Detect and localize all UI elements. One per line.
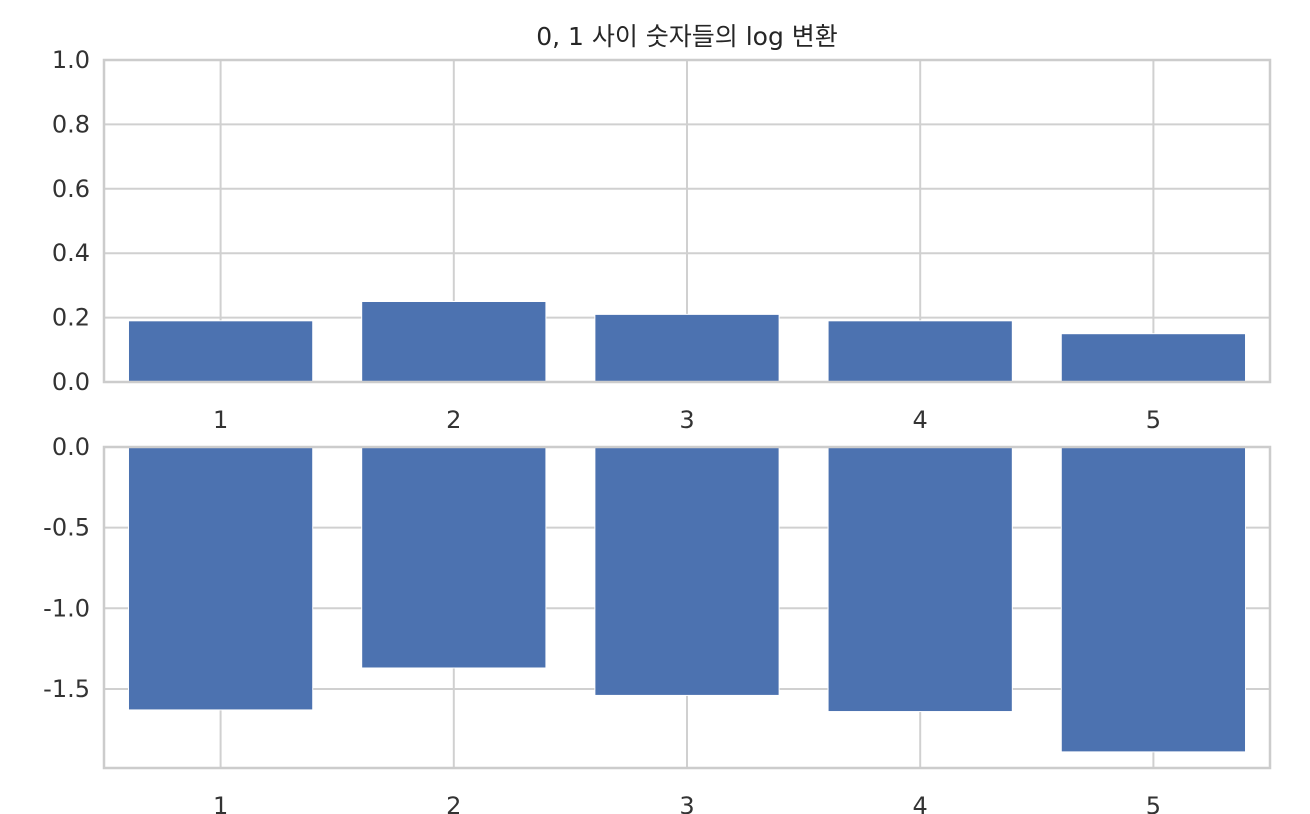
y-tick-label: 0.0 <box>52 433 90 461</box>
y-tick-label: -1.0 <box>43 594 90 622</box>
y-tick-label: 0.0 <box>52 368 90 396</box>
y-tick-label: 0.6 <box>52 175 90 203</box>
bar-3 <box>594 446 780 696</box>
bar-4 <box>827 446 1013 713</box>
y-tick-label: -0.5 <box>43 514 90 542</box>
x-tick-label: 4 <box>913 792 928 814</box>
x-tick-label: 5 <box>1146 406 1161 434</box>
bar-2 <box>361 301 547 383</box>
y-tick-label: 0.2 <box>52 304 90 332</box>
bar-5 <box>1060 446 1247 753</box>
x-tick-label: 3 <box>679 792 694 814</box>
y-tick-label: 1.0 <box>52 46 90 74</box>
bar-4 <box>827 320 1013 383</box>
bottom-plot-frame <box>102 445 1272 770</box>
bar-2 <box>361 446 547 669</box>
bottom-panel: 0.0 -0.5 -1.0 -1.5 1 2 3 4 5 <box>43 433 1272 814</box>
x-tick-label: 4 <box>913 406 928 434</box>
chart-title: 0, 1 사이 숫자들의 log 변환 <box>536 22 838 51</box>
x-tick-label: 1 <box>213 406 228 434</box>
bar-1 <box>127 320 314 383</box>
x-tick-label: 3 <box>679 406 694 434</box>
y-tick-label: 0.8 <box>52 110 90 138</box>
y-tick-label: -1.5 <box>43 675 90 703</box>
y-tick-label: 0.4 <box>52 239 90 267</box>
x-tick-label: 5 <box>1146 792 1161 814</box>
top-panel: 0.0 0.2 0.4 0.6 0.8 1.0 1 2 3 4 5 <box>52 46 1272 434</box>
bar-5 <box>1060 333 1247 383</box>
x-tick-label: 2 <box>446 406 461 434</box>
x-tick-label: 1 <box>213 792 228 814</box>
bar-1 <box>127 446 314 711</box>
top-plot-frame <box>102 58 1272 384</box>
x-tick-label: 2 <box>446 792 461 814</box>
bar-3 <box>594 313 780 383</box>
